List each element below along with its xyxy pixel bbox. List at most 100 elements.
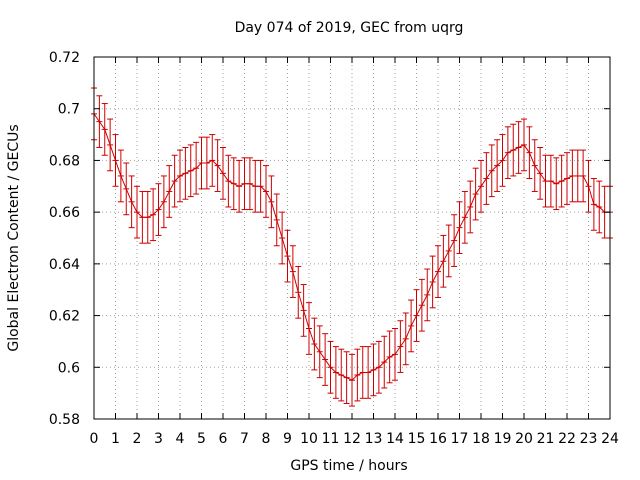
error-bar [397, 320, 404, 373]
error-bar [381, 335, 388, 389]
error-bar [440, 234, 447, 288]
error-bar [193, 141, 200, 195]
error-bar [435, 245, 441, 298]
axis-ticks [93, 56, 611, 420]
error-bar [365, 346, 372, 399]
error-bar [354, 348, 361, 402]
error-bar [585, 159, 592, 213]
x-tick-label: 11 [322, 431, 340, 447]
error-bar [547, 154, 554, 208]
gec-series [91, 87, 613, 407]
error-bar [246, 157, 253, 211]
error-bar [311, 317, 318, 371]
x-tick-label: 7 [240, 431, 249, 447]
x-tick-label: 24 [601, 431, 619, 447]
error-bar [510, 123, 517, 177]
error-bar [504, 126, 511, 180]
error-bar [349, 353, 355, 407]
chart-title: Day 074 of 2019, GEC from uqrg [235, 20, 464, 36]
error-bar [128, 175, 135, 229]
x-tick-label: 16 [429, 431, 447, 447]
error-bar [236, 159, 243, 213]
y-tick-label: 0.64 [49, 257, 80, 273]
error-bar [117, 149, 124, 203]
error-bar [241, 157, 248, 211]
error-bar [499, 134, 506, 187]
error-bar [230, 157, 237, 211]
x-tick-label: 4 [176, 431, 185, 447]
error-bar [370, 343, 377, 397]
error-bar [338, 348, 345, 402]
x-tick-label: 3 [154, 431, 163, 447]
error-bar [558, 154, 565, 208]
error-bar [531, 139, 538, 192]
error-bar [467, 180, 474, 234]
x-tick-label: 12 [343, 431, 361, 447]
y-tick-labels: 0.58 0.6 0.62 0.64 0.66 0.68 0.7 0.72 [49, 50, 80, 428]
error-bar [569, 149, 576, 203]
error-bar [155, 183, 162, 236]
x-tick-label: 22 [558, 431, 576, 447]
x-tick-label: 15 [408, 431, 426, 447]
error-bar [494, 139, 501, 192]
error-bar [408, 299, 415, 353]
error-bar [198, 136, 205, 190]
error-bar [596, 180, 603, 234]
error-bar [166, 165, 173, 218]
y-tick-label: 0.6 [58, 360, 80, 376]
error-bar [295, 265, 302, 319]
error-bar [483, 152, 490, 205]
error-bar [451, 214, 458, 267]
error-bar [424, 268, 431, 322]
error-bar [160, 175, 167, 229]
x-tick-label: 10 [300, 431, 318, 447]
error-bar [268, 175, 275, 229]
x-tick-label: 13 [365, 431, 383, 447]
error-bar [542, 154, 549, 208]
error-bar [139, 190, 146, 244]
error-bar [171, 154, 178, 208]
y-tick-label: 0.62 [49, 309, 80, 325]
error-bar [144, 190, 151, 244]
error-bar [327, 340, 334, 394]
error-bar [359, 346, 366, 399]
error-bar [429, 255, 436, 309]
error-bar [472, 167, 479, 221]
x-tick-label: 20 [515, 431, 533, 447]
error-bar [284, 229, 291, 283]
error-bar [553, 157, 560, 211]
error-bar [289, 245, 296, 298]
y-tick-label: 0.7 [58, 102, 80, 118]
error-bar [580, 149, 587, 203]
error-bar [273, 193, 280, 247]
error-bar [590, 178, 597, 231]
error-bar [306, 302, 312, 355]
error-bar [445, 224, 452, 278]
error-bar [300, 284, 307, 337]
x-tick-label: 19 [494, 431, 512, 447]
error-bar [461, 190, 468, 244]
x-tick-label: 5 [197, 431, 206, 447]
y-tick-label: 0.72 [49, 50, 80, 66]
x-tick-label: 17 [451, 431, 469, 447]
x-tick-label: 8 [262, 431, 271, 447]
error-bar [134, 185, 140, 239]
error-bar [564, 152, 570, 205]
error-bar [279, 211, 286, 265]
error-bar [257, 159, 264, 213]
error-bar [150, 188, 157, 242]
error-bar [478, 159, 484, 213]
error-bar [515, 121, 522, 174]
error-bar [392, 328, 398, 381]
error-bar [375, 340, 382, 394]
error-bar [488, 144, 495, 198]
error-bar [182, 147, 189, 200]
error-bar [332, 346, 339, 399]
error-bar [418, 278, 425, 332]
y-tick-label: 0.68 [49, 153, 80, 169]
x-tick-label: 2 [133, 431, 142, 447]
x-tick-label: 21 [537, 431, 555, 447]
x-tick-label: 14 [386, 431, 404, 447]
error-bar [521, 118, 527, 172]
